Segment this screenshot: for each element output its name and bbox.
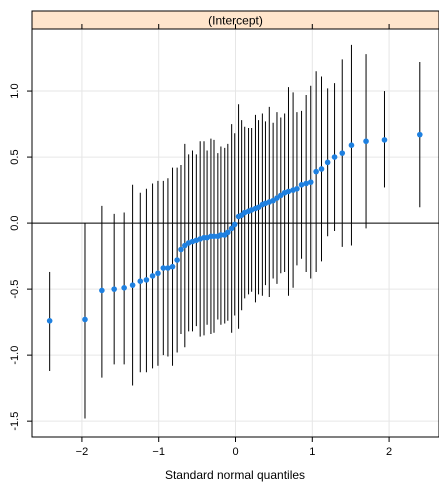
data-point [165, 265, 171, 271]
data-point [417, 131, 423, 138]
y-tick-label: -1.0 [9, 346, 21, 365]
data-point [348, 142, 355, 148]
data-point [324, 159, 331, 166]
data-point [121, 284, 127, 291]
data-point [155, 270, 161, 277]
data-point [331, 154, 338, 160]
x-tick-label: −2 [76, 446, 89, 458]
strip-label: (Intercept) [208, 14, 263, 28]
data-point [160, 265, 167, 271]
data-point [228, 225, 235, 232]
data-point [99, 287, 105, 294]
x-axis: −2 −1 0 1 2 [76, 24, 392, 458]
y-tick-label: 1.0 [9, 83, 21, 98]
y-axis: -1.5 -1.0 -0.5 0.0 0.5 1.0 [9, 83, 32, 431]
data-point [303, 180, 309, 187]
data-point [82, 316, 88, 323]
gridlines [32, 29, 439, 437]
y-tick-label: -1.5 [9, 412, 21, 431]
x-tick-label: 0 [232, 446, 238, 458]
data-point [313, 168, 319, 175]
data-point [339, 150, 346, 156]
data-point [129, 282, 136, 288]
data-point [169, 263, 176, 270]
y-tick-label: 0.5 [9, 149, 21, 164]
data-point [381, 137, 388, 143]
y-tick-label: -0.5 [9, 280, 21, 299]
data-point [307, 179, 314, 185]
data-points [46, 131, 423, 324]
data-point [211, 233, 217, 240]
data-point [137, 278, 144, 284]
data-point [46, 318, 53, 324]
data-point [111, 286, 117, 292]
data-point [285, 188, 292, 195]
data-point [143, 277, 150, 283]
data-point [149, 273, 156, 279]
data-point [231, 221, 238, 228]
x-tick-label: −1 [152, 446, 165, 458]
data-point [298, 182, 305, 188]
interval-bars [49, 44, 421, 419]
data-point [363, 138, 369, 145]
data-point [225, 229, 231, 236]
y-tick-label: 0.0 [9, 215, 21, 230]
data-point [218, 232, 224, 238]
data-point [174, 257, 180, 263]
data-point [318, 166, 325, 172]
data-point [294, 185, 300, 192]
x-axis-title: Standard normal quantiles [165, 468, 305, 482]
data-point [178, 246, 184, 253]
x-tick-label: 2 [386, 446, 392, 458]
x-tick-label: 1 [309, 446, 315, 458]
